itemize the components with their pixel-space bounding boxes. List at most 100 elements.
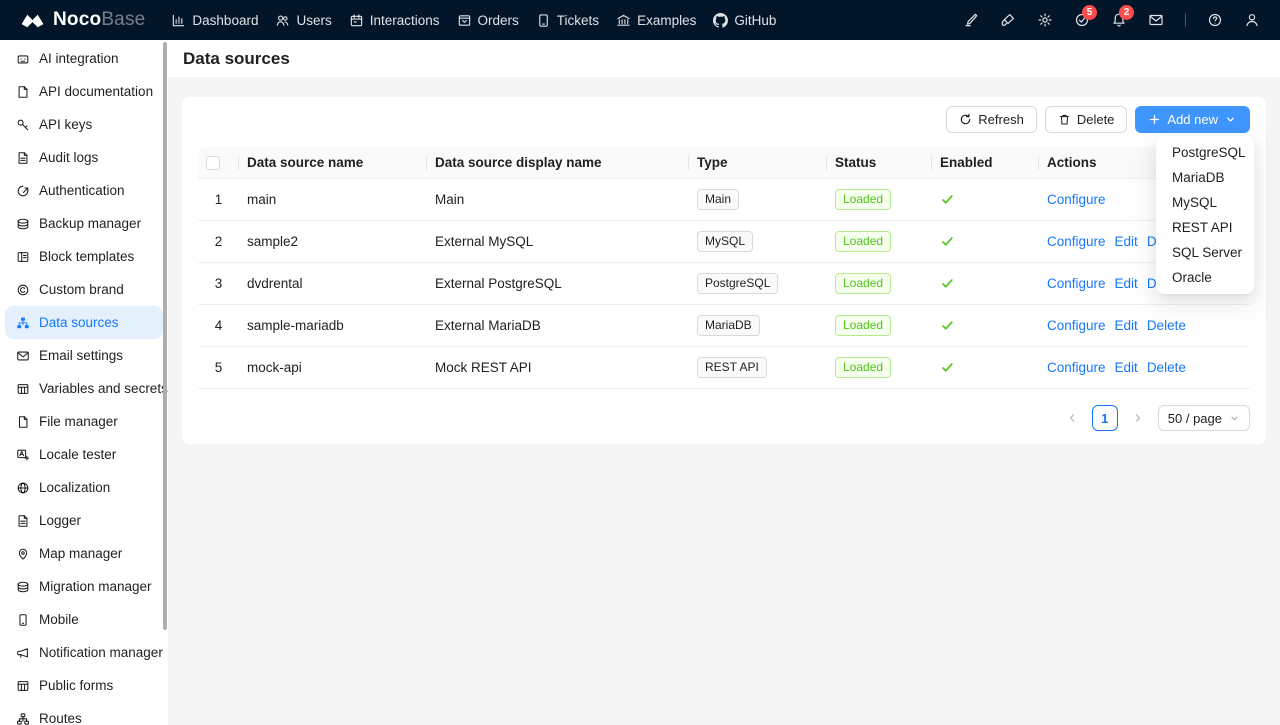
nav-item-tickets[interactable]: Tickets [536, 13, 599, 28]
table-row: 3 dvdrental External PostgreSQL PostgreSQL L… [198, 262, 1250, 306]
data-source-name-cell: mock-api [239, 346, 427, 390]
page-content: Refresh Delete Add new Data source name [168, 77, 1280, 464]
data-source-display-name-cell: External MariaDB [427, 304, 689, 348]
type-cell: PostgreSQL [689, 262, 827, 306]
delete-link[interactable]: Delete [1146, 318, 1186, 334]
table-row: 5 mock-api Mock REST API REST API Loaded Conf… [198, 346, 1250, 390]
dropdown-item-mysql[interactable]: MySQL [1172, 195, 1218, 210]
table-row: 4 sample-mariadb External MariaDB MariaDB Lo… [198, 304, 1250, 348]
add-new-button-label: Add new [1167, 112, 1218, 127]
delete-button[interactable]: Delete [1044, 106, 1128, 133]
highlighter-pen-icon[interactable] [963, 12, 979, 28]
sidebar-item-mobile[interactable]: Mobile [5, 603, 163, 636]
page-size-select[interactable]: 50 / page [1157, 405, 1250, 432]
enabled-check-icon [940, 276, 1031, 291]
edit-link[interactable]: Edit [1114, 360, 1138, 376]
row-index: 1 [198, 178, 239, 222]
page-number[interactable]: 1 [1091, 405, 1118, 432]
configure-link[interactable]: Configure [1047, 276, 1106, 292]
status-cell: Loaded [827, 262, 932, 306]
box-icon [457, 13, 472, 28]
dropdown-item-sql-server[interactable]: SQL Server [1172, 245, 1243, 260]
configure-link[interactable]: Configure [1047, 234, 1106, 250]
sidebar-item-custom-brand[interactable]: Custom brand [5, 273, 163, 306]
sidebar-item-label: Mobile [39, 612, 79, 627]
sidebar-item-label: Data sources [39, 315, 119, 330]
sidebar-item-localization[interactable]: Localization [5, 471, 163, 504]
sidebar-item-api-documentation[interactable]: API documentation [5, 75, 163, 108]
nav-item-orders[interactable]: Orders [457, 13, 519, 28]
sidebar-item-public-forms[interactable]: Public forms [5, 669, 163, 702]
nav-item-label: Users [296, 12, 332, 28]
dropdown-item-mariadb[interactable]: MariaDB [1172, 170, 1225, 185]
sidebar-item-locale-tester[interactable]: Locale tester [5, 438, 163, 471]
sidebar-item-authentication[interactable]: Authentication [5, 174, 163, 207]
sidebar-item-label: Notification manager [39, 645, 163, 660]
cloud-server-icon [16, 580, 30, 594]
dropdown-item-rest-api[interactable]: REST API [1172, 220, 1233, 235]
row-index: 4 [198, 304, 239, 348]
sidebar-item-api-keys[interactable]: API keys [5, 108, 163, 141]
navbar-menu: Dashboard Users Interactions Orders Tickets E… [171, 12, 776, 28]
sidebar-item-audit-logs[interactable]: Audit logs [5, 141, 163, 174]
help-circle-icon[interactable] [1207, 12, 1223, 28]
enabled-cell [932, 178, 1039, 222]
chevron-down-icon [1224, 113, 1237, 126]
data-source-display-name-cell: External PostgreSQL [427, 262, 689, 306]
settings-gear-icon[interactable] [1037, 12, 1053, 28]
nocobase-logo[interactable]: NocoBase [20, 9, 145, 31]
nav-item-examples[interactable]: Examples [616, 13, 696, 28]
sidebar-item-backup-manager[interactable]: Backup manager [5, 207, 163, 240]
translate-icon [16, 448, 30, 462]
refresh-button[interactable]: Refresh [946, 106, 1037, 133]
sidebar-item-block-templates[interactable]: Block templates [5, 240, 163, 273]
edit-link[interactable]: Edit [1114, 276, 1138, 292]
add-new-button[interactable]: Add new [1135, 106, 1250, 133]
delete-link[interactable]: Delete [1146, 360, 1186, 376]
dropdown-item-oracle[interactable]: Oracle [1172, 270, 1212, 285]
sidebar-item-label: Block templates [39, 249, 135, 264]
edit-link[interactable]: Edit [1114, 318, 1138, 334]
select-all-checkbox[interactable] [206, 156, 220, 171]
sidebar-item-label: Routes [39, 711, 82, 725]
configure-link[interactable]: Configure [1047, 192, 1106, 208]
type-tag: PostgreSQL [697, 273, 779, 295]
nav-item-github[interactable]: GitHub [713, 12, 776, 28]
sidebar-item-email-settings[interactable]: Email settings [5, 339, 163, 372]
sidebar-item-routes[interactable]: Routes [5, 702, 163, 725]
sidebar-item-migration-manager[interactable]: Migration manager [5, 570, 163, 603]
sidebar-item-data-sources[interactable]: Data sources [5, 306, 163, 339]
tasks-check-circle-icon[interactable]: 5 [1074, 5, 1097, 28]
dropdown-item-postgresql[interactable]: PostgreSQL [1172, 145, 1246, 160]
nav-item-dashboard[interactable]: Dashboard [171, 13, 258, 28]
table-row: 1 main Main Main Loaded Configure [198, 178, 1250, 222]
notifications-bell-icon[interactable]: 2 [1111, 5, 1134, 28]
api-doc-file-icon [16, 85, 30, 99]
sidebar-item-file-manager[interactable]: File manager [5, 405, 163, 438]
configure-link[interactable]: Configure [1047, 360, 1106, 376]
sidebar-item-map-manager[interactable]: Map manager [5, 537, 163, 570]
nav-item-users[interactable]: Users [275, 12, 332, 28]
edit-link[interactable]: Edit [1114, 234, 1138, 250]
page-title-bar: Data sources [168, 40, 1280, 77]
enabled-check-icon [940, 318, 1031, 333]
configure-link[interactable]: Configure [1047, 318, 1106, 334]
sidebar-item-notification-manager[interactable]: Notification manager [5, 636, 163, 669]
next-page-button[interactable] [1126, 406, 1150, 430]
sidebar-item-ai-integration[interactable]: AI integration [5, 42, 163, 75]
theme-brush-icon[interactable] [1000, 12, 1016, 28]
type-tag: MariaDB [697, 315, 760, 337]
sidebar-scrollbar[interactable] [163, 42, 167, 630]
enabled-check-icon [940, 360, 1031, 375]
user-icon[interactable] [1244, 12, 1260, 28]
sidebar-item-label: Authentication [39, 183, 125, 198]
nav-item-label: Examples [637, 12, 697, 28]
nocobase-logo-icon [20, 10, 45, 31]
nav-item-interactions[interactable]: Interactions [349, 13, 440, 28]
sidebar-item-variables-and-secrets[interactable]: Variables and secrets [5, 372, 168, 405]
prev-page-button[interactable] [1060, 406, 1084, 430]
mail-icon[interactable] [1148, 12, 1164, 28]
status-badge: Loaded [835, 189, 892, 211]
sidebar-item-logger[interactable]: Logger [5, 504, 163, 537]
column-header-enabled: Enabled [932, 147, 1039, 180]
